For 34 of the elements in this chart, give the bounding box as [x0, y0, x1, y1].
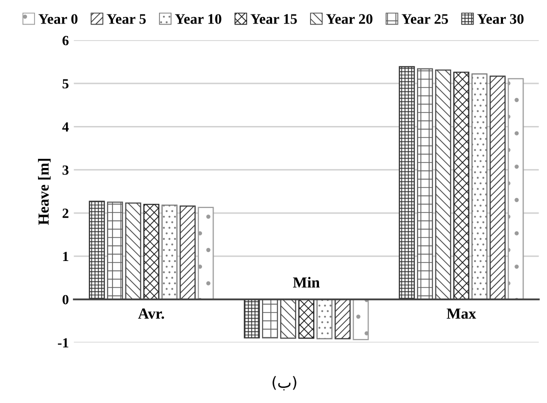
x-tick-label: Min [293, 276, 320, 288]
bar [88, 200, 105, 300]
y-tick-label: 2 [62, 208, 68, 218]
bar [352, 298, 369, 340]
legend-label: Year 15 [250, 14, 297, 24]
y-tick-label: 5 [62, 79, 68, 88]
bar [143, 204, 160, 300]
y-tick-label: -1 [58, 338, 68, 348]
bar [508, 78, 524, 300]
y-tick-label: 6 [62, 36, 69, 46]
bar [471, 73, 488, 300]
text: (ب) [272, 376, 296, 390]
bar [161, 204, 178, 300]
bar [398, 66, 415, 300]
bar [262, 298, 278, 338]
legend-label: Year 25 [402, 14, 448, 24]
bar [107, 202, 124, 300]
bar [198, 206, 214, 300]
legend-label: Year 10 [175, 14, 222, 24]
y-tick-label: 0 [62, 294, 68, 304]
bar [453, 72, 470, 300]
bar [298, 298, 314, 339]
legend-label: Year 0 [38, 14, 78, 24]
legend-label: Year 20 [326, 14, 372, 24]
legend-label: Year 30 [477, 14, 524, 24]
x-tick-label: Avr. [138, 308, 164, 319]
legend-label: Year 5 [106, 14, 146, 24]
y-axis-title: Heave [m] [38, 158, 51, 225]
y-tick-label: 3 [62, 165, 69, 175]
x-tick-label: Max [446, 308, 476, 319]
bar [416, 68, 433, 300]
y-tick-label: 4 [62, 122, 69, 132]
bar [316, 298, 332, 340]
y-tick-label: 1 [63, 252, 68, 262]
